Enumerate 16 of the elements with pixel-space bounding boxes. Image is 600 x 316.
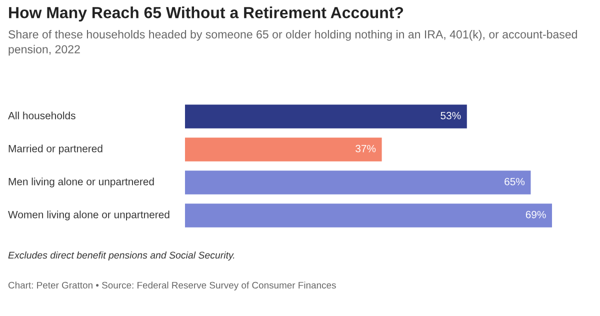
bar	[185, 138, 382, 162]
bar	[185, 204, 552, 228]
y-tick-label: Married or partnered	[8, 144, 102, 154]
text: Chart: Peter Gratton • Source: Federal Reserve Survey of Consumer Finances	[8, 282, 336, 290]
text: Excludes direct benefit pensions and Social Security.	[8, 251, 234, 261]
y-tick-label: Women living alone or unpartnered	[8, 210, 170, 220]
data-label: 53%	[440, 112, 461, 120]
data-label: 69%	[526, 210, 546, 218]
chart-subtitle: Share of these households headed by someone 65 or older holding nothing in an IRA, 401(k), or account-based pension, 2022	[8, 30, 577, 56]
data-label: 37%	[356, 144, 376, 152]
y-tick-label: Men living alone or unpartnered	[8, 178, 154, 188]
y-tick-label: All households	[8, 112, 76, 120]
bar	[185, 170, 531, 194]
bar	[185, 104, 467, 128]
data-label: 65%	[504, 178, 525, 186]
chart-title: How Many Reach 65 Without a Retirement Account?	[9, 6, 404, 22]
